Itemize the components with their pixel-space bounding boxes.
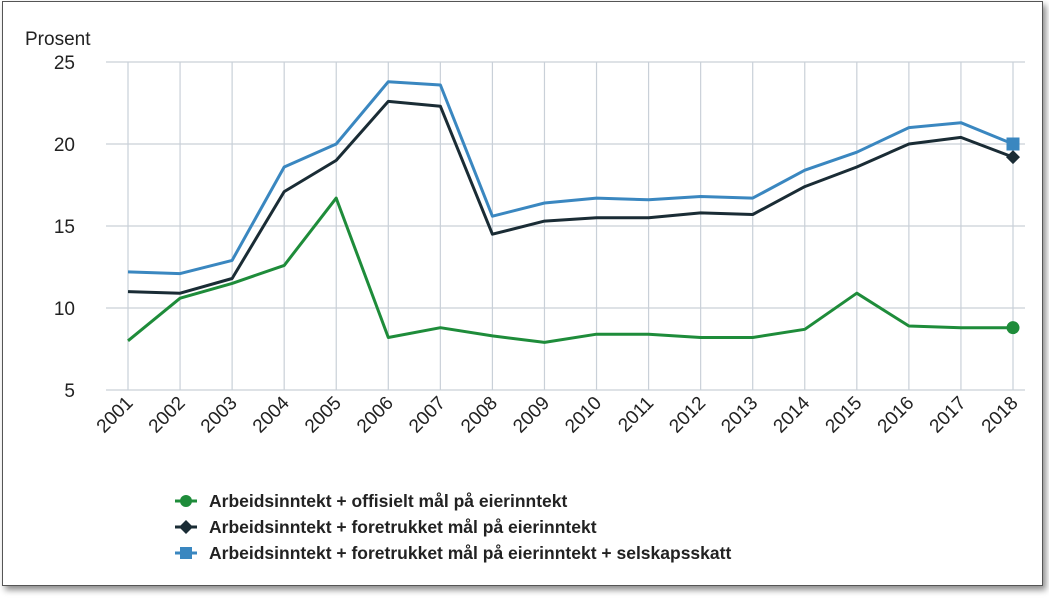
- x-tick-label: 2001: [93, 393, 138, 438]
- blue-square-icon: [175, 546, 197, 560]
- x-tick-label: 2015: [822, 393, 867, 438]
- x-tick-label: 2011: [614, 393, 658, 437]
- y-tick-label: 5: [64, 381, 75, 402]
- x-tick-label: 2007: [405, 393, 450, 438]
- series-lines: [127, 80, 1014, 344]
- grid: [106, 61, 1025, 391]
- series-line-2: [127, 99, 1014, 295]
- x-tick-label: 2017: [926, 393, 971, 438]
- x-tick-labels: 2001 2002 2003 2004 2005 2006 2007 2008 2009 2010…: [93, 392, 1023, 437]
- point-marker: [1006, 321, 1020, 335]
- x-tick-label: 2010: [561, 393, 606, 438]
- legend-label: Arbeidsinntekt + foretrukket mål på eier…: [209, 543, 732, 563]
- y-axis-label: Prosent: [25, 29, 91, 50]
- x-tick-label: 2005: [301, 393, 346, 438]
- series-end-markers: [1006, 137, 1020, 335]
- x-tick-label: 2002: [145, 393, 190, 438]
- dark-diamond-icon: [175, 520, 197, 534]
- x-tick-label: 2006: [353, 393, 398, 438]
- x-tick-label: 2016: [874, 393, 919, 438]
- x-tick-label: 2004: [249, 392, 294, 437]
- y-tick-labels: 5 10 15 20 25: [54, 53, 75, 402]
- x-tick-label: 2003: [197, 393, 242, 438]
- point-marker: [1006, 150, 1020, 165]
- green-circle-icon: [175, 494, 197, 508]
- point-marker: [1006, 137, 1020, 151]
- legend-item-series-1[interactable]: Arbeidsinntekt + offisielt mål på eierin…: [172, 488, 731, 514]
- legend-label: Arbeidsinntekt + offisielt mål på eierin…: [209, 491, 568, 511]
- x-tick-label: 2014: [770, 392, 815, 437]
- y-tick-label: 25: [54, 53, 75, 74]
- y-tick-label: 20: [54, 135, 75, 156]
- x-tick-label: 2009: [509, 393, 554, 438]
- x-tick-label: 2008: [457, 393, 502, 438]
- legend-label: Arbeidsinntekt + foretrukket mål på eier…: [209, 517, 597, 537]
- x-tick-label: 2018: [978, 393, 1023, 438]
- x-tick-label: 2013: [717, 393, 762, 438]
- legend: Arbeidsinntekt + offisielt mål på eierin…: [172, 488, 731, 566]
- y-tick-label: 10: [54, 299, 75, 320]
- legend-item-series-3[interactable]: Arbeidsinntekt + foretrukket mål på eier…: [172, 540, 731, 566]
- series-line-1: [127, 196, 1013, 344]
- y-tick-label: 15: [54, 217, 75, 238]
- legend-item-series-2[interactable]: Arbeidsinntekt + foretrukket mål på eier…: [172, 514, 731, 540]
- series-line-3: [127, 80, 1014, 276]
- x-tick-label: 2012: [665, 393, 710, 438]
